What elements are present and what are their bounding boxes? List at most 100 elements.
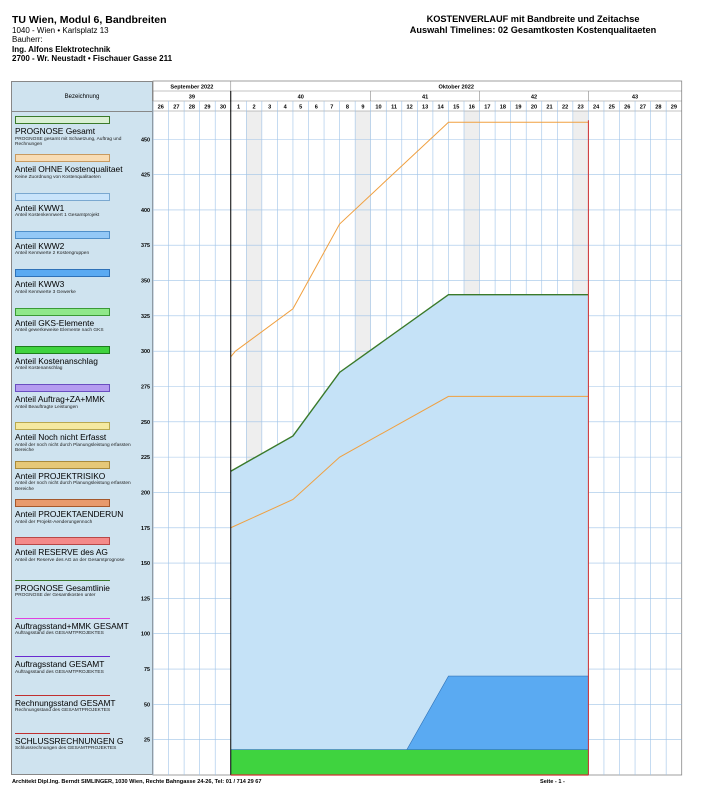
legend-item: Anteil RESERVE des AG Anteil der Reserve …	[15, 537, 149, 563]
legend-item-name: PROGNOSE Gesamt	[15, 127, 96, 136]
legend-panel: Bezeichnung PROGNOSE Gesamt PROGNOSE gesa…	[11, 81, 153, 775]
legend-item: Anteil Noch nicht Erfasst Anteil der noch…	[15, 422, 149, 453]
page-number: Seite - 1 -	[540, 779, 565, 785]
legend-item-name: Anteil OHNE Kostenqualitaet	[15, 165, 123, 175]
legend-item: PROGNOSE Gesamt PROGNOSE gesamt mit Schae…	[15, 116, 149, 147]
owner-name: Ing. Alfons Elektrotechnik	[12, 44, 111, 54]
day-label: 2	[253, 105, 256, 111]
y-tick-label: 175	[141, 526, 150, 532]
legend-item: Anteil PROJEKTRISIKO Anteil der noch nich…	[15, 460, 149, 492]
legend-item-name: Anteil KWW2	[15, 241, 65, 251]
y-tick-label: 125	[141, 596, 150, 602]
day-label: 15	[453, 105, 459, 111]
legend-line-sample	[15, 732, 110, 734]
y-tick-label: 250	[141, 420, 150, 426]
y-tick-label: 275	[141, 384, 150, 390]
day-label: 6	[315, 105, 318, 111]
legend-item-name: SCHLUSSRECHNUNGEN G	[15, 736, 124, 746]
week-label: 39	[189, 95, 195, 101]
y-tick-label: 50	[144, 702, 150, 708]
day-label: 11	[391, 105, 397, 111]
legend-swatch	[15, 345, 110, 354]
legend-item-name: Anteil Noch nicht Erfasst	[15, 433, 107, 443]
day-label: 7	[330, 105, 333, 111]
series-area	[230, 294, 589, 775]
series-line	[230, 121, 589, 358]
legend-item-name: Rechnungsstand GESAMT	[15, 698, 116, 708]
legend-item-name: PROGNOSE Gesamtlinie	[15, 583, 110, 593]
legend-item: Auftragsstand GESAMT Auftragsstand des GE…	[15, 652, 149, 675]
day-label: 19	[515, 105, 521, 111]
day-label: 22	[562, 105, 568, 111]
y-tick-label: 325	[141, 314, 150, 320]
week-label: 40	[298, 95, 304, 101]
y-tick-label: 400	[141, 208, 150, 214]
legend-item-name: Auftragsstand+MMK GESAMT	[15, 621, 129, 631]
day-label: 8	[346, 105, 349, 111]
day-label: 28	[189, 105, 195, 111]
legend-item: Anteil GKS-Elemente Anteil gewerkeweise E…	[15, 307, 149, 334]
legend-item-name: Anteil PROJEKTRISIKO	[15, 471, 106, 481]
day-label: 23	[578, 105, 584, 111]
legend-item-desc: Anteil Kostenanschlag	[15, 366, 63, 372]
legend-line-sample	[15, 617, 110, 619]
legend-header: Bezeichnung	[12, 82, 152, 112]
day-label: 26	[158, 105, 164, 111]
legend-swatch	[15, 384, 110, 393]
legend-item: Rechnungsstand GESAMT Rechnungsstand des …	[15, 691, 149, 714]
project-title: TU Wien, Modul 6, Bandbreiten	[12, 14, 167, 26]
legend-item-desc: Anteil Kennwerte 3 Gewerke	[15, 289, 76, 295]
legend-swatch	[15, 460, 110, 469]
legend-swatch	[15, 230, 110, 239]
legend-item-name: Anteil PROJEKTAENDERUN	[15, 510, 124, 519]
legend-item-desc: Rechnungsstand des GESAMTPROJEKTES	[15, 708, 111, 713]
legend-item-desc: Anteil Kostenkennwert 1 Gesamtprojekt	[15, 213, 100, 219]
project-header: TU Wien, Modul 6, Bandbreiten 1040 - Wie…	[12, 14, 172, 64]
legend-item-desc: Anteil der Reserve des AG an der Gesamtp…	[15, 557, 125, 563]
day-label: 29	[204, 105, 210, 111]
y-tick-label: 150	[141, 561, 150, 567]
legend-item-name: Anteil KWW1	[15, 203, 65, 213]
day-label: 13	[422, 105, 428, 111]
legend-swatch	[15, 307, 110, 316]
y-tick-label: 375	[141, 243, 150, 249]
month-label: September 2022	[170, 85, 213, 91]
legend-item-name: Anteil Kostenanschlag	[15, 356, 98, 366]
legend-item-name: Auftragsstand GESAMT	[15, 660, 105, 670]
day-label: 30	[220, 105, 226, 111]
legend-item-name: Anteil Auftrag+ZA+MMK	[15, 395, 105, 405]
legend-swatch	[15, 269, 110, 278]
day-label: 9	[361, 105, 364, 111]
y-tick-label: 75	[144, 667, 150, 673]
day-label: 21	[546, 105, 552, 111]
legend-item-desc: Anteil der noch nicht durch Planungsleis…	[15, 442, 131, 454]
legend-line-sample	[15, 694, 110, 696]
day-label: 27	[640, 105, 646, 111]
legend-item: Anteil Kostenanschlag Anteil Kostenanschl…	[15, 345, 149, 372]
footer-architect: Architekt Dipl.Ing. Berndt SIMLINGER, 10…	[12, 779, 262, 785]
legend-swatch	[15, 116, 110, 124]
legend-item: Anteil KWW3 Anteil Kennwerte 3 Gewerke	[15, 269, 149, 295]
day-label: 14	[438, 105, 445, 111]
legend-line-sample	[15, 579, 110, 581]
legend-item: Anteil PROJEKTAENDERUN Anteil der Projekt…	[15, 499, 149, 525]
week-label: 42	[531, 95, 537, 101]
legend-swatch	[15, 499, 110, 507]
report-subtitle: Auswahl Timelines: 02 Gesamtkosten Koste…	[409, 25, 657, 35]
day-label: 4	[284, 105, 288, 111]
legend-item-name: Anteil KWW3	[15, 280, 65, 290]
week-label: 41	[422, 95, 428, 101]
legend-item: Anteil Auftrag+ZA+MMK Anteil Beauftragte …	[15, 384, 149, 410]
report-title: KOSTENVERLAUF mit Bandbreite und Zeitach…	[426, 14, 640, 24]
legend-item-desc: Schlussrechnungen des GESAMTPROJEKTES	[15, 746, 117, 752]
report-header: KOSTENVERLAUF mit Bandbreite und Zeitach…	[373, 14, 693, 36]
day-label: 17	[484, 105, 490, 111]
day-label: 25	[609, 105, 615, 111]
day-label: 16	[469, 105, 475, 111]
y-tick-label: 425	[141, 173, 150, 179]
legend-item-name: Anteil RESERVE des AG	[15, 548, 108, 558]
day-label: 3	[268, 105, 271, 111]
legend-item-name: Anteil GKS-Elemente	[15, 318, 95, 328]
legend-item: SCHLUSSRECHNUNGEN G Schlussrechnungen des…	[15, 729, 149, 752]
